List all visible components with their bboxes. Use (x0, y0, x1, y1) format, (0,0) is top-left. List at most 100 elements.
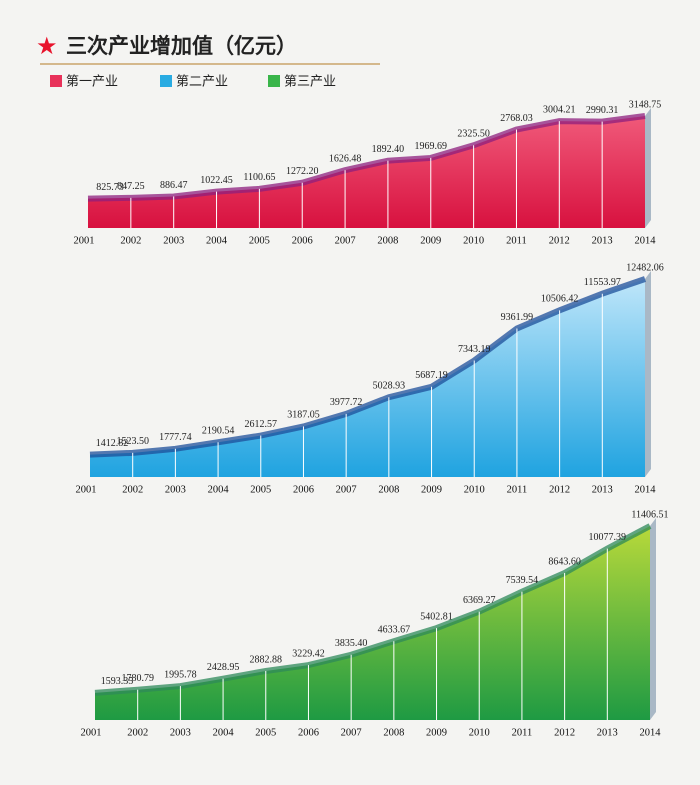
value-label: 12482.06 (626, 262, 664, 273)
value-label: 1100.65 (243, 172, 275, 183)
value-label: 10077.39 (589, 532, 627, 543)
area (88, 116, 645, 228)
value-label: 1892.40 (372, 144, 405, 155)
value-label: 2428.95 (207, 662, 240, 673)
star-icon: ★ (36, 32, 58, 60)
x-tick-label: 2002 (120, 235, 141, 246)
value-label: 4633.67 (378, 624, 411, 635)
x-tick-label: 2005 (255, 727, 276, 738)
value-label: 847.25 (117, 181, 145, 192)
value-label: 2612.57 (245, 419, 278, 430)
value-label: 3004.21 (543, 104, 576, 115)
x-tick-label: 2003 (165, 484, 186, 495)
value-label: 1022.45 (200, 175, 233, 186)
x-tick-label: 2006 (298, 727, 319, 738)
value-label: 1272.20 (286, 166, 319, 177)
value-label: 1780.79 (121, 673, 154, 684)
x-tick-label: 2001 (81, 727, 102, 738)
area (95, 526, 650, 720)
x-tick-label: 2011 (507, 484, 528, 495)
value-label: 3977.72 (330, 397, 363, 408)
x-tick-label: 2014 (635, 484, 657, 495)
x-tick-label: 2010 (464, 484, 485, 495)
area-top-edge (87, 113, 646, 202)
value-label: 5687.19 (415, 370, 448, 381)
area-top-edge (94, 523, 652, 696)
value-label: 2325.50 (457, 129, 490, 140)
value-label: 1969.69 (415, 141, 448, 152)
x-tick-label: 2006 (292, 235, 313, 246)
x-tick-label: 2012 (549, 484, 570, 495)
x-tick-label: 2004 (213, 727, 235, 738)
legend-swatch (160, 75, 172, 87)
legend-label: 第一产业 (66, 75, 118, 90)
x-tick-label: 2002 (127, 727, 148, 738)
area-top-edge (89, 276, 646, 458)
legend-swatch (268, 75, 280, 87)
value-label: 5028.93 (373, 381, 406, 392)
value-label: 3229.42 (292, 648, 325, 659)
x-tick-label: 2011 (512, 727, 533, 738)
x-tick-label: 2007 (336, 484, 357, 495)
x-tick-label: 2010 (463, 235, 484, 246)
x-tick-label: 2008 (383, 727, 404, 738)
value-label: 9361.99 (501, 312, 534, 323)
area (90, 279, 645, 477)
x-tick-label: 2007 (341, 727, 362, 738)
x-tick-label: 2008 (377, 235, 398, 246)
value-label: 7343.19 (458, 344, 491, 355)
value-label: 11553.97 (584, 277, 621, 288)
value-label: 1777.74 (159, 432, 192, 443)
x-tick-label: 2004 (206, 235, 228, 246)
value-label: 8643.60 (548, 556, 581, 567)
x-tick-label: 2003 (163, 235, 184, 246)
x-tick-label: 2010 (469, 727, 490, 738)
value-label: 10506.42 (541, 294, 579, 305)
value-label: 2990.31 (586, 105, 619, 116)
x-tick-label: 2007 (335, 235, 356, 246)
x-tick-label: 2014 (640, 727, 662, 738)
x-tick-label: 2005 (249, 235, 270, 246)
x-tick-label: 2012 (549, 235, 570, 246)
value-label: 2190.54 (202, 426, 235, 437)
x-tick-label: 2006 (293, 484, 314, 495)
x-tick-label: 2013 (592, 484, 613, 495)
value-label: 5402.81 (420, 611, 453, 622)
value-label: 1626.48 (329, 153, 362, 164)
value-label: 886.47 (160, 180, 188, 191)
x-tick-label: 2003 (170, 727, 191, 738)
value-label: 6369.27 (463, 595, 496, 606)
x-tick-label: 2002 (122, 484, 143, 495)
x-tick-label: 2009 (421, 484, 442, 495)
x-tick-label: 2004 (208, 484, 230, 495)
x-tick-label: 2009 (426, 727, 447, 738)
value-label: 825.73 (96, 182, 124, 193)
value-label: 3148.75 (629, 99, 662, 110)
x-tick-label: 2011 (506, 235, 527, 246)
value-label: 2882.88 (250, 654, 283, 665)
legend-label: 第二产业 (176, 75, 228, 90)
x-tick-label: 2005 (250, 484, 271, 495)
value-label: 3187.05 (287, 410, 320, 421)
value-label: 1593.35 (101, 676, 134, 687)
x-tick-label: 2009 (420, 235, 441, 246)
x-tick-label: 2008 (378, 484, 399, 495)
x-tick-label: 2001 (76, 484, 97, 495)
value-label: 1995.78 (164, 669, 197, 680)
value-label: 11406.51 (631, 509, 668, 520)
value-label: 3835.40 (335, 638, 368, 649)
value-label: 1412.82 (96, 438, 129, 449)
value-label: 7539.54 (506, 575, 539, 586)
area-side (650, 518, 656, 720)
x-tick-label: 2013 (592, 235, 613, 246)
x-tick-label: 2012 (554, 727, 575, 738)
area-side (645, 271, 651, 477)
x-tick-label: 2014 (635, 235, 657, 246)
page-title: 三次产业增加值（亿元） (66, 34, 297, 58)
area-side (645, 108, 651, 228)
legend-label: 第三产业 (284, 75, 336, 90)
legend-swatch (50, 75, 62, 87)
value-label: 1523.50 (116, 436, 149, 447)
x-tick-label: 2001 (74, 235, 95, 246)
